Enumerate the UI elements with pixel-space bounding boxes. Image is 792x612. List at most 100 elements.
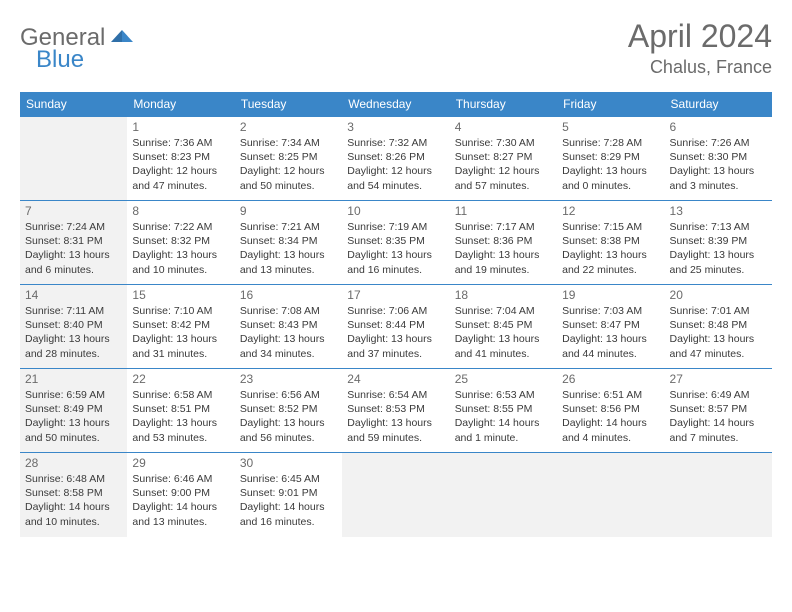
day-info: Sunrise: 7:17 AMSunset: 8:36 PMDaylight:… <box>455 220 552 277</box>
sunrise-line: Sunrise: 6:58 AM <box>132 389 212 401</box>
daylight-line: Daylight: 13 hours and 16 minutes. <box>347 249 432 275</box>
sunset-line: Sunset: 8:53 PM <box>347 403 425 415</box>
sunrise-line: Sunrise: 6:56 AM <box>240 389 320 401</box>
sunset-line: Sunset: 8:52 PM <box>240 403 318 415</box>
day-number: 20 <box>670 288 767 302</box>
day-number: 19 <box>562 288 659 302</box>
day-number: 23 <box>240 372 337 386</box>
day-header: Monday <box>127 92 234 117</box>
daylight-line: Daylight: 13 hours and 0 minutes. <box>562 165 647 191</box>
day-info: Sunrise: 7:26 AMSunset: 8:30 PMDaylight:… <box>670 136 767 193</box>
day-header: Sunday <box>20 92 127 117</box>
sunset-line: Sunset: 8:36 PM <box>455 235 533 247</box>
month-title: April 2024 <box>628 18 772 55</box>
sunrise-line: Sunrise: 6:45 AM <box>240 473 320 485</box>
calendar-day-cell: 5Sunrise: 7:28 AMSunset: 8:29 PMDaylight… <box>557 117 664 201</box>
day-info: Sunrise: 7:01 AM Sunset: 8:48 PM Daylight:… <box>670 304 767 361</box>
calendar-day-cell <box>665 453 772 537</box>
calendar-week-row: 1Sunrise: 7:36 AMSunset: 8:23 PMDaylight… <box>20 117 772 201</box>
day-number: 16 <box>240 288 337 302</box>
brand-word-2: Blue <box>36 46 84 73</box>
title-block: April 2024 Chalus, France <box>628 18 772 78</box>
calendar-day-cell: 6Sunrise: 7:26 AMSunset: 8:30 PMDaylight… <box>665 117 772 201</box>
sunset-line: Sunset: 8:57 PM <box>670 403 748 415</box>
day-number: 18 <box>455 288 552 302</box>
sunrise-line: Sunrise: 7:13 AM <box>670 221 750 233</box>
calendar-day-cell: 20 Sunrise: 7:01 AM Sunset: 8:48 PM Dayligh… <box>665 285 772 369</box>
day-header: Wednesday <box>342 92 449 117</box>
sunset-line: Sunset: 8:42 PM <box>132 319 210 331</box>
calendar-day-cell: 10Sunrise: 7:19 AMSunset: 8:35 PMDayligh… <box>342 201 449 285</box>
sunrise-line: Sunrise: 7:21 AM <box>240 221 320 233</box>
sunrise-line: Sunrise: 7:04 AM <box>455 305 535 317</box>
day-info: Sunrise: 7:11 AMSunset: 8:40 PMDaylight:… <box>25 304 122 361</box>
brand-mark-icon <box>111 26 133 51</box>
sunrise-line: Sunrise: 7:28 AM <box>562 137 642 149</box>
sunset-line: Sunset: 8:27 PM <box>455 151 533 163</box>
sunrise-line: Sunrise: 7:22 AM <box>132 221 212 233</box>
daylight-line: Daylight: 13 hours and 28 minutes. <box>25 333 110 359</box>
sunset-line: Sunset: 8:40 PM <box>25 319 103 331</box>
sunset-line: Sunset: 8:49 PM <box>25 403 103 415</box>
daylight-line: Daylight: 13 hours and 31 minutes. <box>132 333 217 359</box>
day-number: 1 <box>132 120 229 134</box>
calendar-day-cell: 29Sunrise: 6:46 AMSunset: 9:00 PMDayligh… <box>127 453 234 537</box>
day-info: Sunrise: 7:34 AMSunset: 8:25 PMDaylight:… <box>240 136 337 193</box>
daylight-line: Daylight: 14 hours and 13 minutes. <box>132 501 217 527</box>
day-info: Sunrise: 7:06 AM Sunset: 8:44 PM Daylight:… <box>347 304 444 361</box>
sunset-line: Sunset: 8:35 PM <box>347 235 425 247</box>
day-info: Sunrise: 6:53 AMSunset: 8:55 PMDaylight:… <box>455 388 552 445</box>
day-info: Sunrise: 6:59 AMSunset: 8:49 PMDaylight:… <box>25 388 122 445</box>
sunset-line: Sunset: 8:34 PM <box>240 235 318 247</box>
sunrise-line: Sunrise: 7:17 AM <box>455 221 535 233</box>
day-number: 11 <box>455 204 552 218</box>
day-number: 21 <box>25 372 122 386</box>
sunset-line: Sunset: 8:43 PM <box>240 319 318 331</box>
day-info: Sunrise: 6:48 AMSunset: 8:58 PMDaylight:… <box>25 472 122 529</box>
day-info: Sunrise: 7:30 AMSunset: 8:27 PMDaylight:… <box>455 136 552 193</box>
calendar-day-cell: 25Sunrise: 6:53 AMSunset: 8:55 PMDayligh… <box>450 369 557 453</box>
day-info: Sunrise: 7:28 AM Sunset: 8:29 PM Daylight:… <box>562 136 659 193</box>
sunrise-line: Sunrise: 7:03 AM <box>562 305 642 317</box>
daylight-line: Daylight: 13 hours and 47 minutes. <box>670 333 755 359</box>
sunset-line: Sunset: 8:48 PM <box>670 319 748 331</box>
calendar-day-cell: 2 Sunrise: 7:34 AMSunset: 8:25 PMDaylight… <box>235 117 342 201</box>
sunset-line: Sunset: 9:00 PM <box>132 487 210 499</box>
sunset-line: Sunset: 8:32 PM <box>132 235 210 247</box>
sunrise-line: Sunrise: 7:01 AM <box>670 305 750 317</box>
day-info: Sunrise: 7:21 AMSunset: 8:34 PMDaylight:… <box>240 220 337 277</box>
sunset-line: Sunset: 8:44 PM <box>347 319 425 331</box>
daylight-line: Daylight: 14 hours and 1 minute. <box>455 417 540 443</box>
sunrise-line: Sunrise: 6:48 AM <box>25 473 105 485</box>
daylight-line: Daylight: 13 hours and 53 minutes. <box>132 417 217 443</box>
sunrise-line: Sunrise: 7:19 AM <box>347 221 427 233</box>
calendar-day-cell: 7Sunrise: 7:24 AMSunset: 8:31 PMDaylight… <box>20 201 127 285</box>
sunset-line: Sunset: 8:29 PM <box>562 151 640 163</box>
daylight-line: Daylight: 13 hours and 37 minutes. <box>347 333 432 359</box>
daylight-line: Daylight: 13 hours and 3 minutes. <box>670 165 755 191</box>
day-info: Sunrise: 7:19 AM Sunset: 8:35 PM Daylight:… <box>347 220 444 277</box>
daylight-line: Daylight: 14 hours and 4 minutes. <box>562 417 647 443</box>
day-number: 26 <box>562 372 659 386</box>
daylight-line: Daylight: 13 hours and 50 minutes. <box>25 417 110 443</box>
sunset-line: Sunset: 8:38 PM <box>562 235 640 247</box>
sunrise-line: Sunrise: 7:06 AM <box>347 305 427 317</box>
day-info: Sunrise: 7:13 AMSunset: 8:39 PMDaylight:… <box>670 220 767 277</box>
calendar-day-cell: 4Sunrise: 7:30 AMSunset: 8:27 PMDaylight… <box>450 117 557 201</box>
day-number: 13 <box>670 204 767 218</box>
day-header: Saturday <box>665 92 772 117</box>
sunset-line: Sunset: 8:51 PM <box>132 403 210 415</box>
sunrise-line: Sunrise: 6:51 AM <box>562 389 642 401</box>
day-number: 2 <box>240 120 337 134</box>
calendar-day-cell <box>342 453 449 537</box>
calendar-day-cell: 27Sunrise: 6:49 AMSunset: 8:57 PMDayligh… <box>665 369 772 453</box>
calendar-day-cell: 22Sunrise: 6:58 AMSunset: 8:51 PMDayligh… <box>127 369 234 453</box>
day-number: 28 <box>25 456 122 470</box>
sunset-line: Sunset: 8:55 PM <box>455 403 533 415</box>
sunrise-line: Sunrise: 7:26 AM <box>670 137 750 149</box>
day-info: Sunrise: 6:46 AMSunset: 9:00 PMDaylight:… <box>132 472 229 529</box>
sunset-line: Sunset: 9:01 PM <box>240 487 318 499</box>
daylight-line: Daylight: 12 hours and 54 minutes. <box>347 165 432 191</box>
calendar-day-cell <box>20 117 127 201</box>
calendar-week-row: 14Sunrise: 7:11 AMSunset: 8:40 PMDayligh… <box>20 285 772 369</box>
